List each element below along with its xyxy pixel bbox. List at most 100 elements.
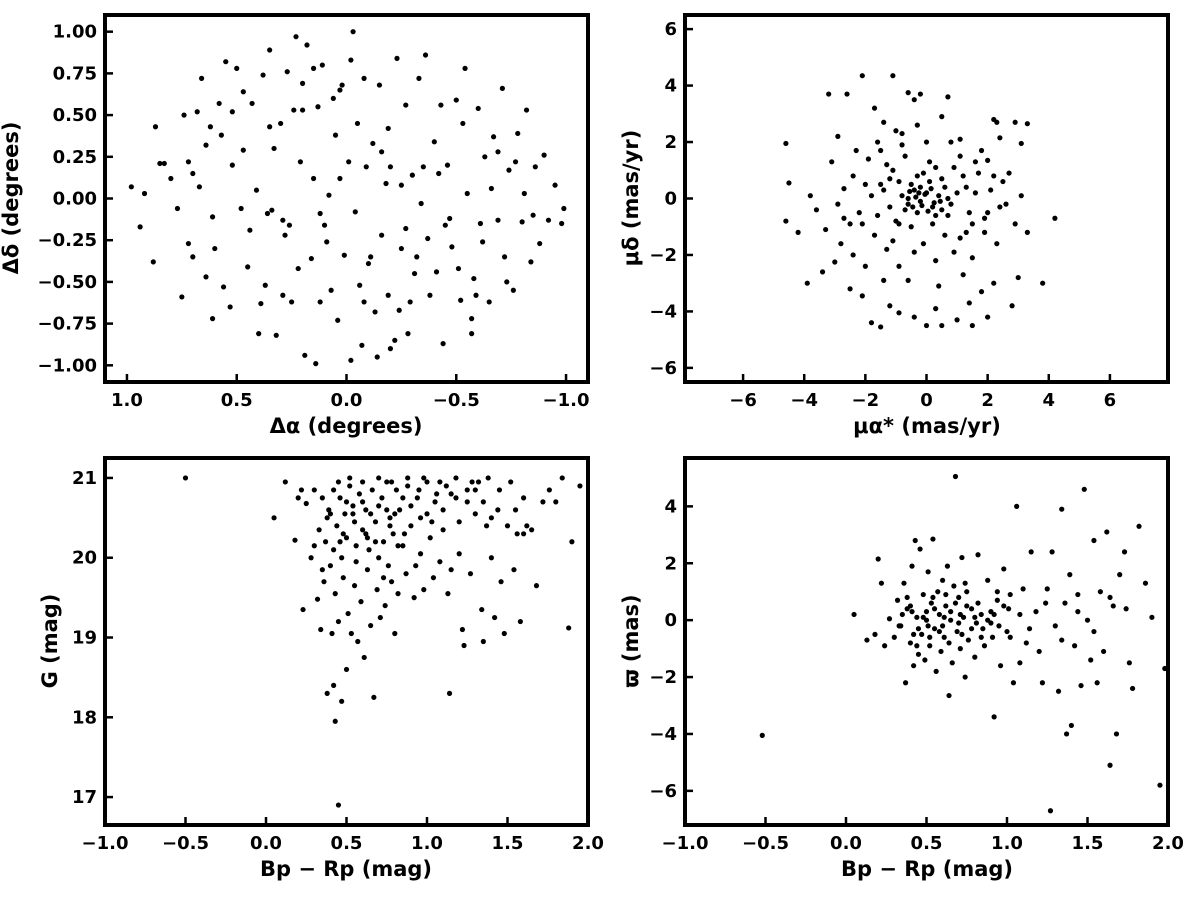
data-point [247,227,253,233]
data-point [363,164,369,170]
data-point [343,499,350,505]
data-point [504,279,510,285]
data-point [203,274,209,280]
data-point [936,193,942,199]
data-point [209,214,216,220]
data-point [424,511,430,517]
data-point [318,626,324,633]
y-tick-label: −6 [649,781,677,802]
data-point [533,583,540,589]
y-tick-label: 19 [72,628,97,649]
data-point [561,205,567,212]
y-axis-label: Δδ (degrees) [0,122,23,275]
data-point [532,164,538,170]
data-point [911,97,917,103]
data-point [368,511,374,517]
data-point [948,617,954,623]
data-point [368,254,374,260]
data-point [905,90,911,96]
data-point [954,190,960,196]
x-tick-label: 1.0 [111,390,143,411]
x-tick-label: 1.5 [492,833,524,854]
data-point [904,594,910,601]
data-point [319,567,325,573]
data-point [137,224,143,230]
data-point [907,603,914,609]
data-point [229,109,235,115]
data-point [267,47,273,53]
data-point [363,531,369,537]
data-point [939,114,945,120]
data-point [862,181,868,187]
data-point [891,634,897,640]
data-point [989,634,996,640]
data-point [304,42,310,48]
data-point [931,626,938,632]
y-tick-label: 0.50 [53,105,97,126]
data-point [417,551,424,557]
data-point [954,628,960,635]
data-point [519,219,525,225]
data-point [512,507,519,513]
data-point [203,142,209,148]
data-point [351,519,358,525]
data-point [966,210,972,216]
data-point [1121,549,1128,555]
data-point [360,527,366,533]
data-point [991,280,997,286]
data-point [1097,589,1103,595]
x-tick-label: −1.0 [662,833,709,854]
data-point [324,515,330,521]
data-point [1015,274,1021,281]
x-tick-label: 1.0 [991,833,1023,854]
data-point [327,511,333,517]
data-point [871,105,878,111]
data-point [1049,549,1055,555]
x-tick-label: 0.0 [250,833,282,854]
data-point [1081,486,1087,492]
data-point [488,555,494,561]
data-point [905,195,911,202]
data-point [510,287,516,293]
data-point [911,663,917,669]
data-point [445,591,451,597]
data-point [912,537,918,544]
data-point [896,178,902,185]
data-point [351,583,358,589]
data-point [1117,572,1123,578]
x-tick-label: −2 [852,390,880,411]
y-tick-label: 0 [664,610,677,631]
data-point [786,180,792,186]
data-point [865,156,872,162]
panel-color-parallax: −1.0 −0.5 0.0 0.5 1.0 1.5 2.0 −6 −4 −2 0 2 4 Bp − Rp … [619,456,1184,881]
data-point [524,523,530,529]
data-point [467,571,474,577]
data-point [400,543,406,549]
data-point [1110,603,1116,609]
data-point [361,654,367,661]
data-point [923,609,930,615]
data-point [291,107,297,113]
data-point [322,539,329,545]
data-point [355,638,361,645]
data-point [1007,591,1013,598]
x-tick-label: 1.0 [411,833,443,854]
data-point [1044,586,1050,592]
data-point [942,232,948,238]
data-point [387,346,394,352]
data-point [372,519,379,525]
panel-color-magnitude: −1.0 −0.5 0.0 0.5 1.0 1.5 2.0 17 18 19 20 21 Bp − Rp… [38,456,604,881]
data-point [453,495,459,501]
data-point [859,293,865,299]
data-point [388,479,395,485]
data-point [523,107,530,113]
data-point [1012,119,1018,125]
data-point [343,666,350,673]
data-point [795,229,801,235]
data-point [856,210,862,216]
data-point [1052,623,1058,629]
axes-frame [683,13,1170,384]
data-point [1072,643,1078,649]
data-point [1006,606,1012,612]
data-point [405,475,411,481]
